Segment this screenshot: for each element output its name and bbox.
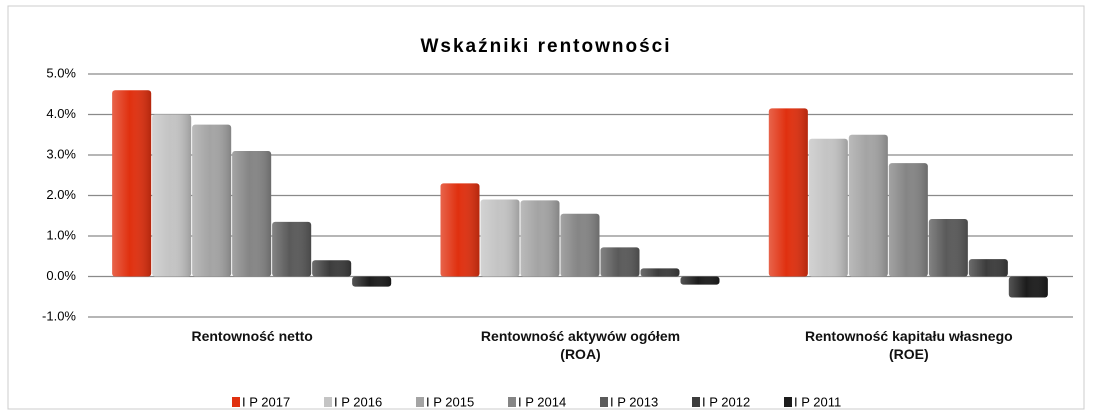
bar xyxy=(112,90,152,277)
legend-label: I P 2014 xyxy=(518,394,566,409)
y-tick-label: -1.0% xyxy=(42,308,76,323)
legend-swatch xyxy=(232,397,240,407)
bar xyxy=(848,134,888,277)
bar xyxy=(1008,276,1048,298)
chart-title: Wskaźniki rentowności xyxy=(420,36,671,57)
bar xyxy=(272,221,312,277)
y-tick-label: 3.0% xyxy=(46,146,76,161)
legend-label: I P 2012 xyxy=(702,394,750,409)
bar xyxy=(192,124,232,277)
y-tick-label: 2.0% xyxy=(46,187,76,202)
bar xyxy=(640,268,680,277)
bar xyxy=(968,259,1008,277)
bar xyxy=(888,163,928,277)
bar xyxy=(480,199,520,277)
bar xyxy=(560,213,600,277)
bar xyxy=(768,108,808,277)
legend-swatch xyxy=(784,397,792,407)
x-tick-label: Rentowność kapitału własnego (ROE) xyxy=(804,328,1013,362)
bar xyxy=(440,183,480,277)
bar xyxy=(352,276,392,287)
bar xyxy=(600,247,640,277)
y-tick-label: 0.0% xyxy=(46,268,76,283)
bar xyxy=(928,218,968,277)
legend-label: I P 2011 xyxy=(794,394,841,409)
legend-swatch xyxy=(416,397,424,407)
legend-label: I P 2016 xyxy=(334,394,382,409)
y-tick-label: 4.0% xyxy=(46,106,76,121)
legend-swatch xyxy=(324,397,332,407)
bar xyxy=(808,138,848,277)
bar xyxy=(312,260,352,277)
bar xyxy=(152,114,192,277)
legend-label: I P 2015 xyxy=(426,394,474,409)
y-tick-label: 1.0% xyxy=(46,227,76,242)
bar xyxy=(232,150,272,277)
x-tick-label: Rentowność netto xyxy=(191,328,313,344)
legend-swatch xyxy=(692,397,700,407)
y-tick-label: 5.0% xyxy=(46,65,76,80)
bar xyxy=(680,276,720,285)
legend-label: I P 2017 xyxy=(242,394,290,409)
x-tick-label: Rentowność aktywów ogółem (ROA) xyxy=(480,328,681,362)
legend-swatch xyxy=(600,397,608,407)
legend-label: I P 2013 xyxy=(610,394,658,409)
bar xyxy=(520,200,560,277)
legend-swatch xyxy=(508,397,516,407)
